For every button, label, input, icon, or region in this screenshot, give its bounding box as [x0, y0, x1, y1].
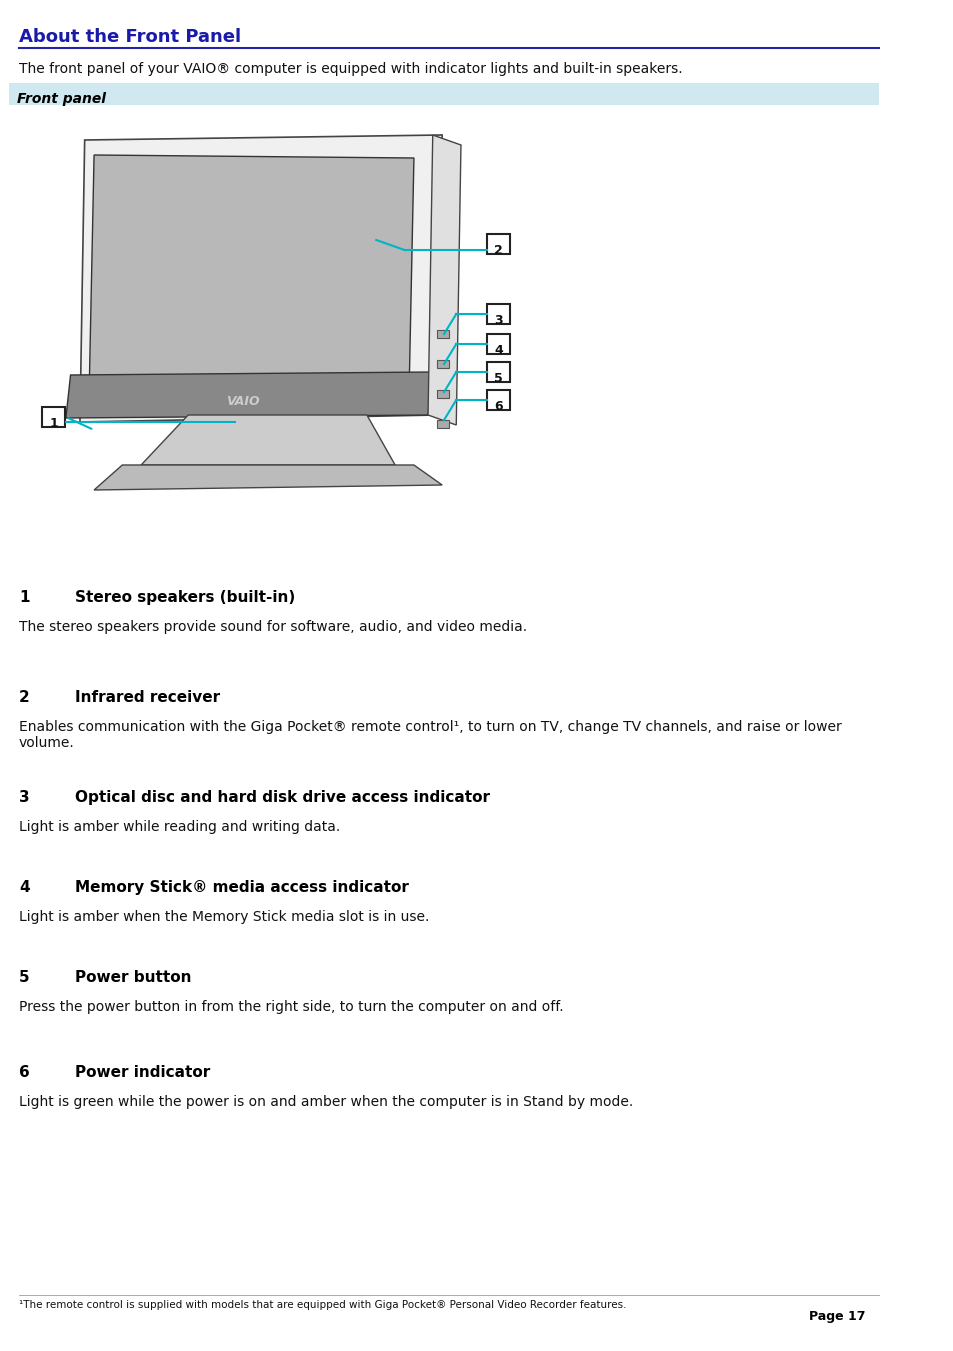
Bar: [487, 334, 509, 354]
Polygon shape: [94, 465, 441, 490]
Polygon shape: [141, 415, 395, 465]
Text: 6: 6: [494, 400, 502, 413]
Text: 2: 2: [494, 245, 502, 257]
Text: Light is green while the power is on and amber when the computer is in Stand by : Light is green while the power is on and…: [19, 1096, 633, 1109]
Text: 4: 4: [494, 345, 502, 357]
Text: 6: 6: [19, 1065, 30, 1079]
Polygon shape: [80, 135, 441, 422]
Text: Power button: Power button: [75, 970, 192, 985]
Text: Enables communication with the Giga Pocket® remote control¹, to turn on TV, chan: Enables communication with the Giga Pock…: [19, 720, 841, 750]
Text: 3: 3: [494, 313, 502, 327]
Text: Infrared receiver: Infrared receiver: [75, 690, 220, 705]
Polygon shape: [66, 372, 433, 417]
Bar: [42, 407, 65, 427]
Text: Stereo speakers (built-in): Stereo speakers (built-in): [75, 590, 295, 605]
Bar: [487, 234, 509, 254]
Text: The stereo speakers provide sound for software, audio, and video media.: The stereo speakers provide sound for so…: [19, 620, 526, 634]
Text: 5: 5: [494, 372, 502, 385]
Text: 1: 1: [50, 417, 58, 430]
Text: 1: 1: [19, 590, 30, 605]
Text: 5: 5: [19, 970, 30, 985]
Text: Power indicator: Power indicator: [75, 1065, 211, 1079]
Bar: [10, 82, 878, 105]
Bar: [487, 390, 509, 409]
Text: 4: 4: [19, 880, 30, 894]
Text: Optical disc and hard disk drive access indicator: Optical disc and hard disk drive access …: [75, 790, 490, 805]
Text: VAIO: VAIO: [226, 394, 259, 408]
Text: Press the power button in from the right side, to turn the computer on and off.: Press the power button in from the right…: [19, 1000, 563, 1015]
Polygon shape: [90, 155, 414, 385]
Bar: [437, 390, 448, 399]
Text: The front panel of your VAIO® computer is equipped with indicator lights and bui: The front panel of your VAIO® computer i…: [19, 62, 681, 76]
Text: About the Front Panel: About the Front Panel: [19, 28, 241, 46]
Bar: [437, 359, 448, 367]
Text: Front panel: Front panel: [17, 92, 106, 105]
Text: 3: 3: [19, 790, 30, 805]
Bar: [487, 362, 509, 382]
Text: Light is amber while reading and writing data.: Light is amber while reading and writing…: [19, 820, 339, 834]
Text: Light is amber when the Memory Stick media slot is in use.: Light is amber when the Memory Stick med…: [19, 911, 429, 924]
Text: 2: 2: [19, 690, 30, 705]
Bar: [437, 420, 448, 428]
Bar: [437, 330, 448, 338]
Text: ¹The remote control is supplied with models that are equipped with Giga Pocket® : ¹The remote control is supplied with mod…: [19, 1300, 626, 1310]
Text: Memory Stick® media access indicator: Memory Stick® media access indicator: [75, 880, 409, 894]
Text: Page 17: Page 17: [808, 1310, 864, 1323]
Bar: [487, 304, 509, 324]
Polygon shape: [428, 135, 460, 426]
